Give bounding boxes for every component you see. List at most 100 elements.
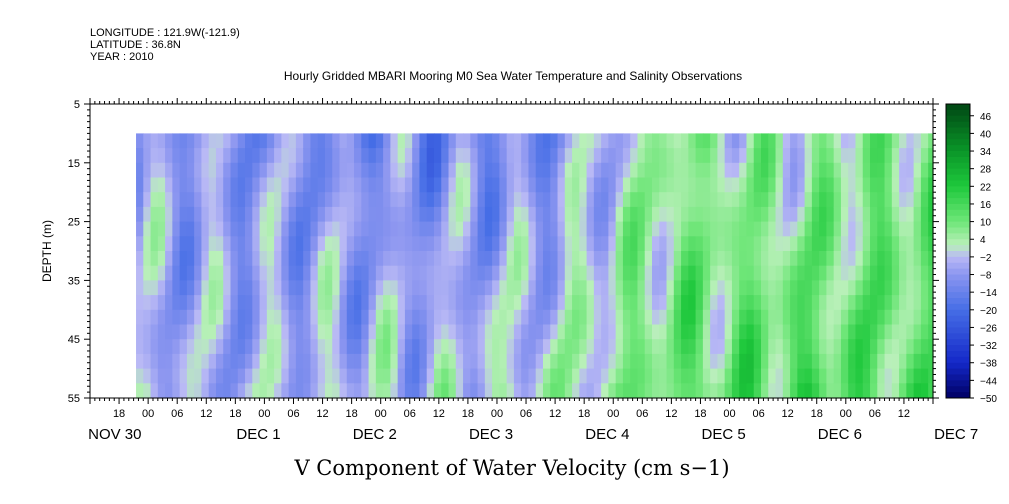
heatmap-cell-702 — [419, 133, 428, 149]
heatmap-cell-1545 — [753, 353, 762, 370]
heatmap-cell-1270 — [644, 280, 653, 296]
heatmap-cell-193 — [208, 324, 217, 340]
heatmap-cell-1369 — [688, 148, 697, 164]
heatmap-cell-1856 — [884, 162, 893, 179]
heatmap-cell-886 — [492, 192, 500, 208]
heatmap-cell-524 — [346, 162, 355, 179]
heatmap-cell-948 — [513, 309, 522, 326]
heatmap-cell-1824 — [870, 221, 878, 237]
heatmap-cell-1007 — [535, 383, 544, 399]
heatmap-cell-723 — [426, 177, 435, 193]
heatmap-cell-1273 — [644, 324, 653, 340]
colorbar-label: 4 — [980, 235, 986, 246]
heatmap-cell-47 — [150, 295, 159, 311]
heatmap-cell-1814 — [862, 339, 871, 355]
heatmap-cell-1419 — [702, 353, 711, 370]
heatmap-cell-904 — [499, 192, 508, 208]
x-hour-label: 00 — [258, 408, 270, 420]
heatmap-cell-277 — [245, 236, 253, 252]
heatmap-cell-392 — [288, 339, 297, 355]
heatmap-cell-1720 — [826, 280, 835, 296]
heatmap-cell-332 — [266, 251, 275, 267]
heatmap-cell-683 — [404, 383, 413, 399]
heatmap-cell-1948 — [920, 192, 929, 208]
heatmap-cell-696 — [412, 309, 421, 326]
heatmap-cell-203 — [215, 206, 224, 223]
heatmap-cell-400 — [295, 192, 304, 208]
heatmap-cell-20 — [143, 162, 152, 179]
heatmap-cell-793 — [455, 148, 464, 164]
heatmap-cell-458 — [317, 251, 326, 267]
heatmap-cell-1365 — [681, 353, 689, 370]
heatmap-cell-1622 — [790, 162, 798, 179]
heatmap-cell-432 — [310, 133, 319, 149]
heatmap-cell-1641 — [797, 177, 806, 193]
heatmap-cell-1678 — [811, 192, 820, 208]
heatmap-cell-1646 — [797, 251, 806, 267]
colorbar-band — [946, 362, 970, 370]
heatmap-cell-66 — [157, 309, 166, 326]
heatmap-cell-113 — [179, 206, 188, 223]
heatmap-cell-697 — [412, 324, 421, 340]
colorbar-band — [946, 156, 970, 164]
heatmap-cell-51 — [150, 353, 159, 370]
heatmap-cell-1377 — [688, 265, 697, 281]
heatmap-cell-1506 — [739, 309, 748, 326]
heatmap-cell-1866 — [884, 309, 893, 326]
heatmap-cell-1561 — [761, 324, 769, 340]
heatmap-cell-1652 — [797, 339, 806, 355]
heatmap-cell-170 — [201, 251, 210, 267]
heatmap-cell-1605 — [782, 177, 791, 193]
heatmap-cell-1482 — [731, 221, 740, 237]
heatmap-cell-811 — [463, 148, 471, 164]
heatmap-cell-503 — [332, 383, 341, 399]
heatmap-cell-1422 — [710, 133, 719, 149]
heatmap-cell-1908 — [906, 133, 915, 149]
colorbar-label: −50 — [980, 394, 997, 405]
heatmap-cell-1373 — [688, 206, 697, 223]
heatmap-cell-529 — [346, 236, 355, 252]
heatmap-cell-1673 — [804, 383, 813, 399]
heatmap-cell-280 — [245, 280, 253, 296]
heatmap-cell-181 — [208, 148, 217, 164]
heatmap-cell-159 — [194, 353, 203, 370]
heatmap-cell-721 — [426, 148, 435, 164]
heatmap-cell-1895 — [899, 206, 907, 223]
heatmap-cell-881 — [484, 383, 493, 399]
heatmap-cell-1624 — [790, 192, 798, 208]
heatmap-cells — [136, 133, 934, 399]
heatmap-cell-1946 — [920, 162, 929, 179]
heatmap-cell-1484 — [731, 251, 740, 267]
heatmap-cell-546 — [354, 221, 362, 237]
heatmap-cell-843 — [470, 353, 479, 370]
heatmap-cell-1003 — [535, 324, 544, 340]
heatmap-cell-1198 — [615, 280, 624, 296]
heatmap-cell-99 — [172, 265, 181, 281]
heatmap-cell-1945 — [920, 148, 929, 164]
heatmap-cell-209 — [215, 295, 224, 311]
heatmap-cell-303 — [252, 353, 261, 370]
heatmap-cell-575 — [361, 383, 370, 399]
heatmap-cell-316 — [259, 280, 268, 296]
heatmap-cell-1172 — [608, 162, 617, 179]
heatmap-cell-333 — [266, 265, 275, 281]
heatmap-cell-423 — [303, 265, 312, 281]
heatmap-cell-971 — [521, 383, 530, 399]
heatmap-cell-958 — [521, 192, 530, 208]
heatmap-cell-603 — [375, 265, 384, 281]
heatmap-cell-1969 — [928, 236, 934, 252]
heatmap-cell-783 — [448, 265, 457, 281]
heatmap-cell-1520 — [746, 251, 755, 267]
heatmap-cell-821 — [463, 295, 471, 311]
heatmap-cell-77 — [165, 206, 173, 223]
heatmap-cell-565 — [361, 236, 370, 252]
heatmap-cell-520 — [339, 368, 348, 384]
heatmap-cell-24 — [143, 221, 152, 237]
heatmap-cell-1595 — [775, 295, 784, 311]
heatmap-cell-917 — [499, 383, 508, 399]
heatmap-cell-469 — [324, 148, 333, 164]
heatmap-cell-705 — [419, 177, 428, 193]
heatmap-cell-142 — [186, 368, 195, 384]
heatmap-cell-478 — [324, 280, 333, 296]
